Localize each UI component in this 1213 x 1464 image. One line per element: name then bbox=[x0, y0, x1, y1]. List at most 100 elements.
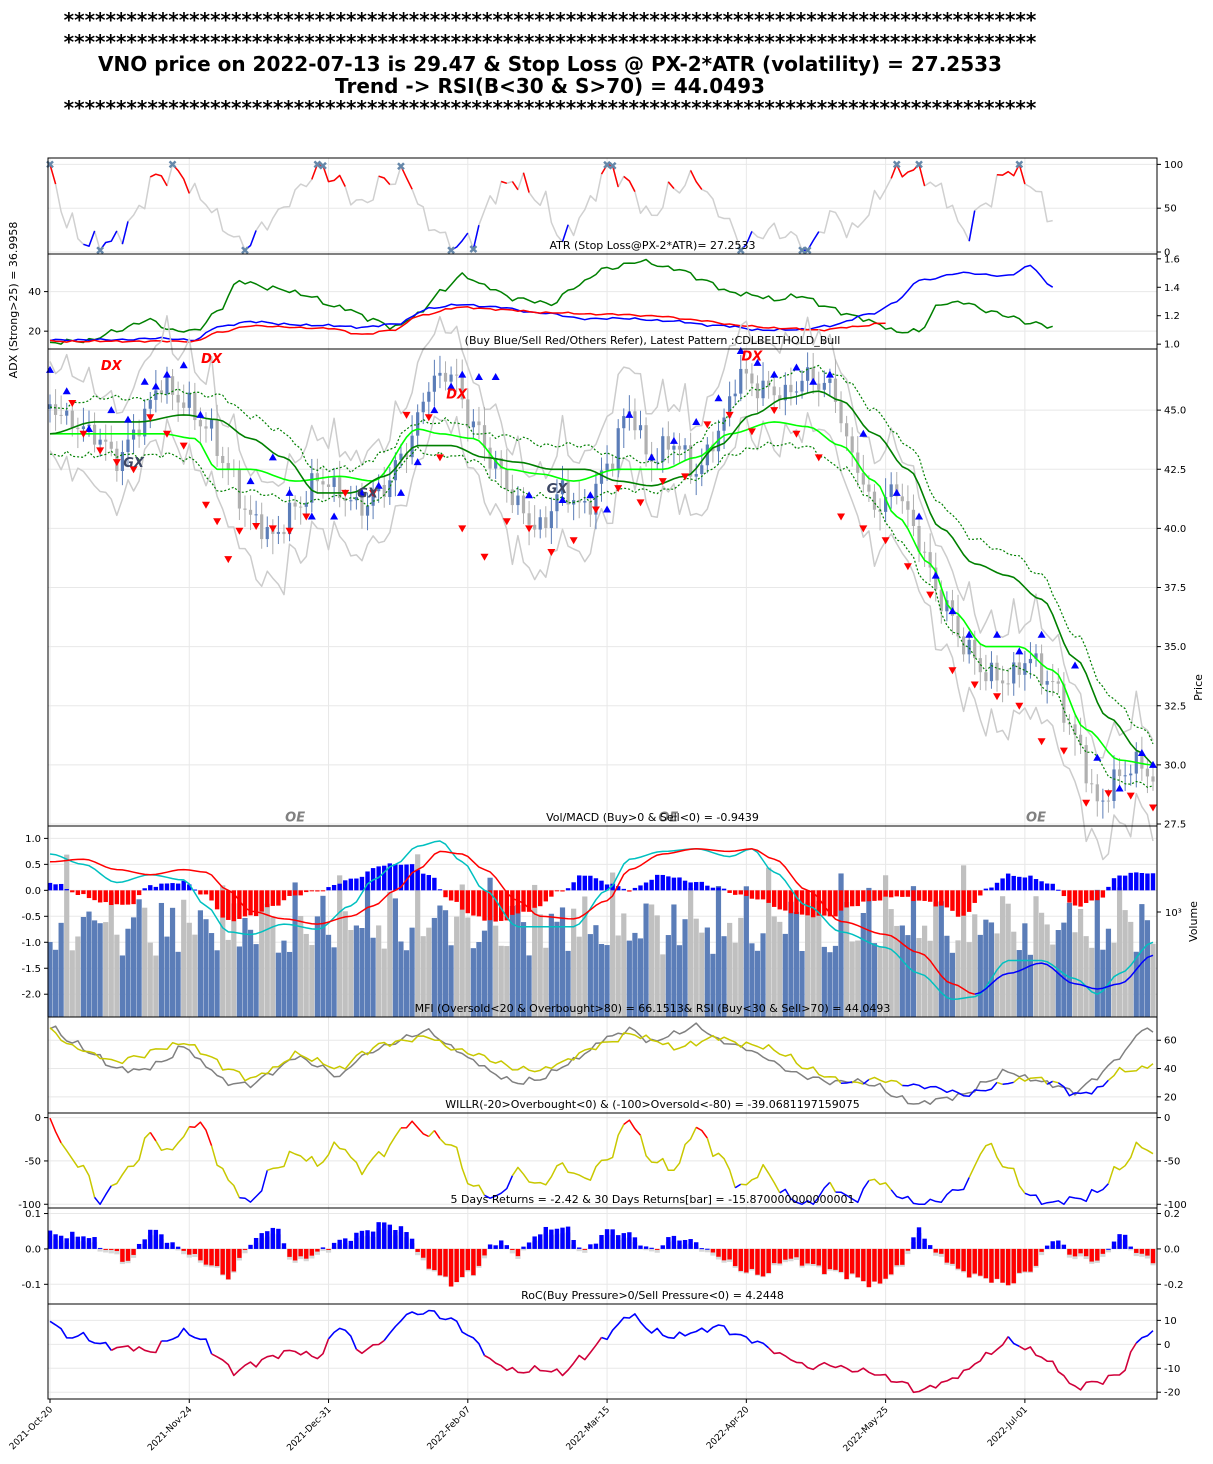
candle-body bbox=[460, 375, 464, 400]
candle-body bbox=[104, 439, 108, 442]
mfi-line bbox=[902, 1081, 998, 1097]
willr-right-tick-label: -50 bbox=[1164, 1156, 1180, 1167]
candle-body bbox=[243, 508, 247, 510]
volume-bar bbox=[994, 933, 1000, 1017]
upper-trend-dotted-line bbox=[49, 364, 1154, 745]
volume-bar bbox=[888, 909, 894, 1017]
five-day-return-bar bbox=[181, 1248, 186, 1251]
candle-body bbox=[1034, 653, 1038, 659]
volume-bar bbox=[983, 919, 989, 1017]
five-day-return-bar bbox=[526, 1242, 532, 1249]
candle-body bbox=[733, 393, 737, 397]
five-day-return-bar bbox=[1061, 1244, 1067, 1249]
volume-bar bbox=[348, 930, 354, 1017]
atr-extreme-line bbox=[99, 230, 118, 251]
candle-body bbox=[622, 416, 626, 429]
five-day-return-bar bbox=[777, 1248, 782, 1264]
macd-histogram-bar bbox=[231, 890, 237, 922]
buy-marker bbox=[859, 429, 868, 437]
sell-marker bbox=[547, 549, 556, 557]
five-day-return-bar bbox=[1134, 1248, 1139, 1253]
candle-body bbox=[973, 639, 977, 659]
five-day-return-bar bbox=[97, 1247, 103, 1249]
five-day-return-bar bbox=[655, 1248, 660, 1250]
five-day-return-bar bbox=[265, 1231, 270, 1249]
five-day-return-bar bbox=[950, 1248, 955, 1264]
mfi-tick-label: 40 bbox=[1164, 1064, 1177, 1075]
buy-marker bbox=[330, 512, 339, 520]
willr-left-tick-label: -100 bbox=[18, 1200, 41, 1211]
atr-cross-marker bbox=[168, 160, 177, 169]
macd-histogram-bar bbox=[521, 890, 526, 912]
pattern-annotation: DX bbox=[201, 352, 223, 367]
sell-marker bbox=[814, 454, 823, 462]
five-day-return-bar bbox=[983, 1248, 989, 1279]
slow-ma-line bbox=[49, 390, 1154, 766]
atr-extreme-line bbox=[83, 230, 96, 247]
atr-extreme-line bbox=[522, 172, 530, 193]
five-day-return-bar bbox=[47, 1230, 53, 1249]
candle-body bbox=[260, 514, 264, 540]
sell-marker bbox=[993, 693, 1002, 701]
candle-body bbox=[293, 502, 297, 507]
volume-bar bbox=[988, 922, 995, 1017]
candle-body bbox=[1129, 773, 1133, 776]
macd-histogram-bar bbox=[588, 875, 593, 891]
returns-left-tick-label: 0.0 bbox=[25, 1244, 41, 1255]
macd-signal-line bbox=[974, 941, 1154, 998]
five-day-return-bar bbox=[343, 1238, 348, 1249]
five-day-return-bar bbox=[326, 1248, 331, 1250]
macd-histogram-bar bbox=[732, 890, 738, 895]
five-day-return-bar bbox=[1028, 1248, 1033, 1272]
five-day-return-bar bbox=[599, 1235, 604, 1249]
candle-body bbox=[432, 375, 436, 392]
candle-body bbox=[967, 639, 971, 655]
volume-bar bbox=[715, 885, 722, 1017]
macd-histogram-bar bbox=[604, 884, 610, 891]
buy-marker bbox=[285, 488, 294, 496]
macd-histogram-bar bbox=[1044, 883, 1050, 891]
five-day-return-bar bbox=[142, 1239, 147, 1249]
volume-bar bbox=[498, 945, 504, 1017]
five-day-return-bar bbox=[393, 1230, 398, 1249]
macd-histogram-bar bbox=[359, 876, 365, 891]
candle-body bbox=[182, 402, 186, 408]
five-day-return-bar bbox=[866, 1248, 872, 1288]
volume-bar bbox=[281, 940, 287, 1017]
five-day-return-bar bbox=[92, 1237, 97, 1249]
volume-bar bbox=[977, 934, 983, 1017]
volume-bar bbox=[481, 930, 488, 1017]
volume-tick-label: 10³ bbox=[1165, 908, 1182, 919]
five-day-return-bar bbox=[370, 1231, 376, 1249]
macd-tick-label: 0.5 bbox=[25, 860, 41, 871]
candle-body bbox=[165, 376, 169, 394]
volume-bar bbox=[1111, 942, 1117, 1017]
candle-body bbox=[783, 384, 787, 401]
candle-body bbox=[789, 384, 793, 393]
candle-body bbox=[321, 481, 325, 485]
five-day-return-bar bbox=[543, 1226, 548, 1249]
volume-bar bbox=[58, 922, 64, 1017]
roc-line bbox=[484, 1337, 603, 1377]
volume-bar bbox=[883, 875, 889, 1017]
pattern-annotation: GX bbox=[357, 487, 379, 502]
candle-body bbox=[299, 506, 303, 508]
five-day-return-bar bbox=[827, 1248, 833, 1270]
roc-line bbox=[355, 1339, 385, 1355]
price-panel-label: Vol/MACD (Buy>0 & Sell<0) = -0.9439 bbox=[546, 811, 759, 824]
macd-tick-label: -1.0 bbox=[21, 938, 41, 949]
buy-marker bbox=[413, 458, 422, 466]
buy-marker bbox=[62, 387, 71, 395]
volume-bar bbox=[303, 933, 309, 1017]
mfi-line bbox=[49, 1027, 842, 1084]
macd-histogram-bar bbox=[788, 890, 794, 914]
title-line-2: Trend -> RSI(B<30 & S>70) = 44.0493 bbox=[335, 74, 765, 98]
candle-body bbox=[176, 394, 180, 403]
candle-body bbox=[1045, 681, 1049, 685]
atr-cross-marker bbox=[1015, 160, 1024, 169]
pattern-annotation: OE bbox=[1026, 811, 1046, 826]
volume-bar bbox=[637, 938, 644, 1017]
volume-bar bbox=[376, 925, 382, 1017]
macd-line bbox=[974, 954, 1154, 995]
volume-bar bbox=[799, 951, 805, 1017]
